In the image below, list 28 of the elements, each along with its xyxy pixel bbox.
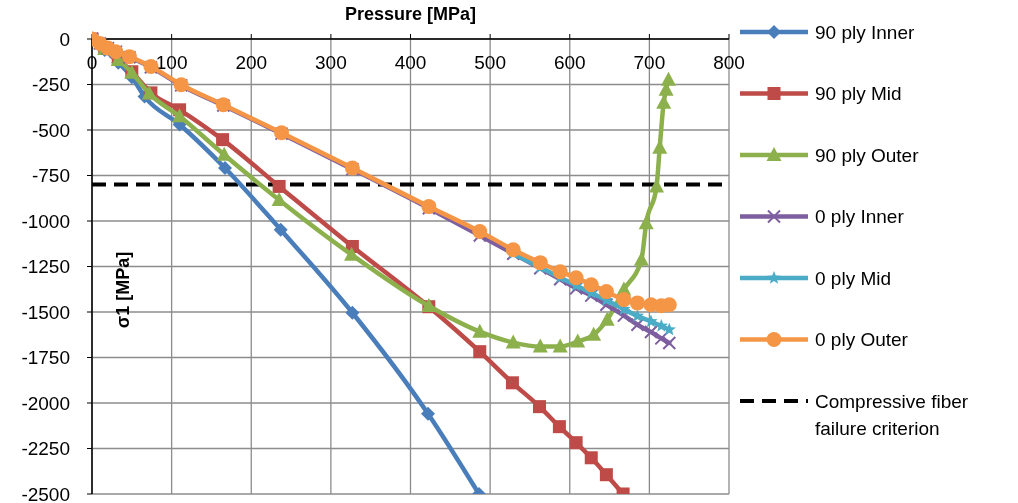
y-tick-label: 0 — [59, 28, 70, 50]
x-tick-label: 300 — [315, 52, 347, 73]
y-tick-label: -500 — [31, 119, 70, 141]
y-tick-label: -2250 — [21, 438, 70, 460]
y-tick-label: -1500 — [21, 301, 70, 323]
x-tick-label: 600 — [553, 52, 586, 73]
legend-label: 0 ply Inner — [815, 206, 905, 228]
legend-label: 0 ply Outer — [815, 329, 909, 351]
y-tick-label: -1000 — [21, 210, 70, 232]
legend-label: 0 ply Mid — [815, 267, 892, 289]
legend-label: 90 ply Inner — [815, 21, 915, 43]
x-tick-label: 200 — [235, 52, 268, 73]
y-tick-label: -2500 — [21, 483, 70, 503]
y-axis-title: σ1 [MPa] — [113, 251, 133, 329]
legend-label: Compressive fiber failure criterion — [815, 390, 969, 440]
y-tick-label: -2000 — [21, 392, 70, 414]
y-tick-label: -250 — [31, 74, 70, 96]
x-tick-label: 500 — [474, 52, 506, 73]
x-tick-label: 400 — [394, 52, 427, 73]
x-tick-label: 100 — [155, 52, 188, 73]
y-tick-label: -750 — [31, 165, 70, 187]
x-tick-label: 800 — [713, 52, 745, 73]
legend-label: 90 ply Mid — [815, 83, 902, 105]
legend-label: 90 ply Outer — [815, 144, 920, 166]
y-tick-label: -1750 — [21, 347, 70, 369]
x-tick-label: 700 — [633, 52, 666, 73]
y-tick-label: -1250 — [21, 256, 70, 278]
x-axis-title: Pressure [MPa] — [344, 4, 477, 24]
